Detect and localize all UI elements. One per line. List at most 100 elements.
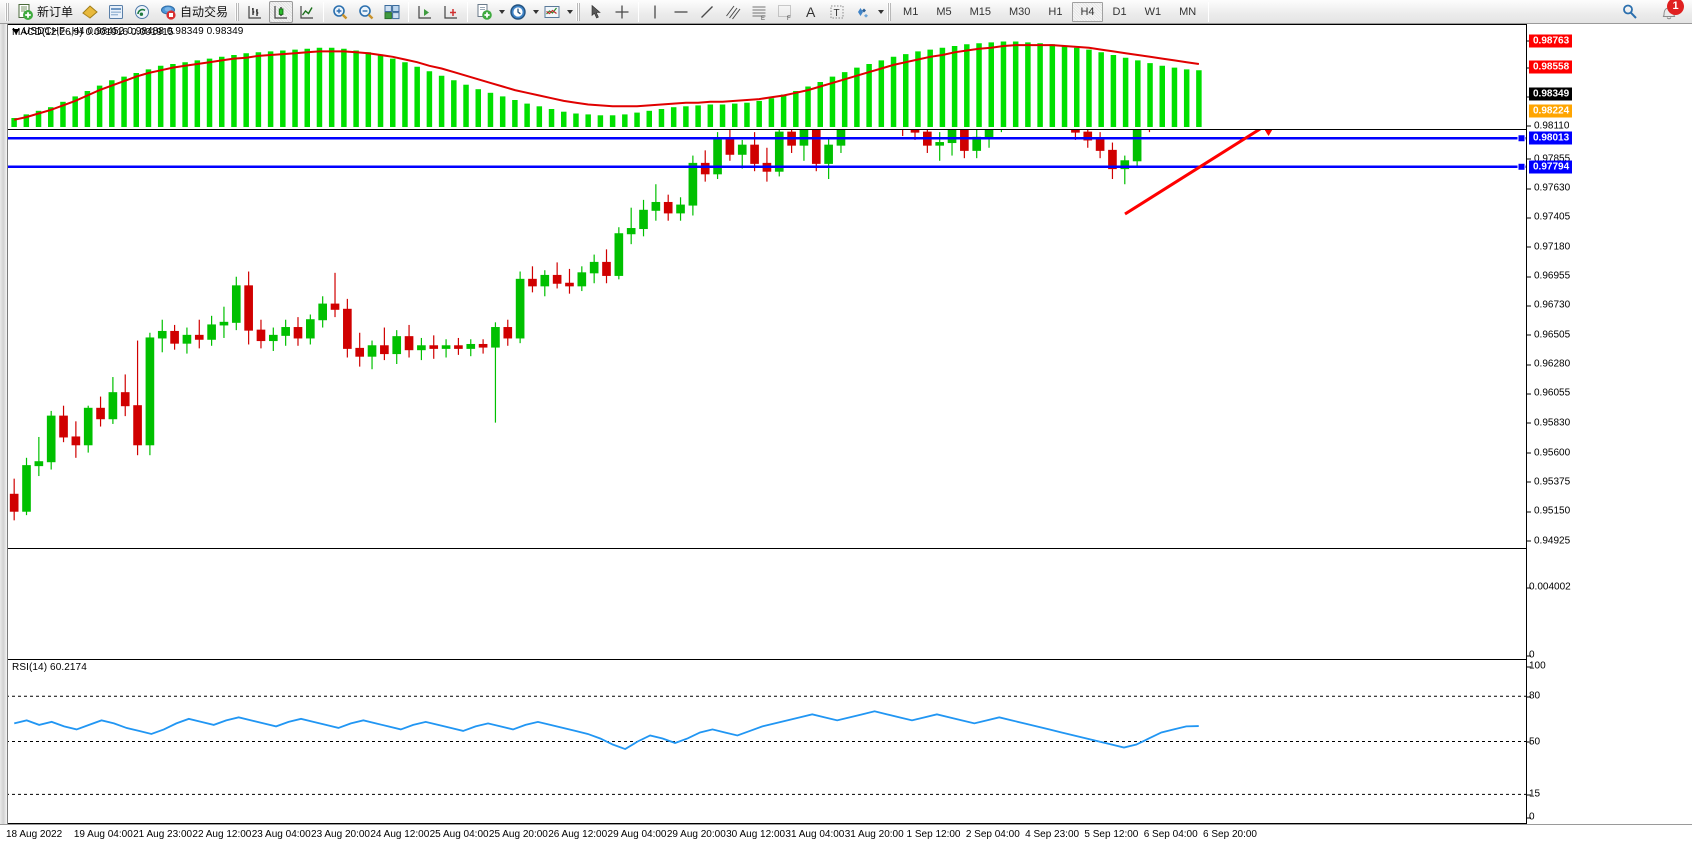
indicators-dropdown-caret[interactable]	[567, 9, 574, 14]
price-tick: 0.96280	[1527, 359, 1570, 370]
time-tick: 25 Aug 20:00	[488, 829, 548, 840]
toolbar-separator-3	[467, 1, 469, 22]
navigator-button[interactable]	[130, 1, 154, 23]
auto-scroll-button[interactable]	[439, 1, 463, 23]
time-tick: 30 Aug 12:00	[726, 829, 786, 840]
vline-icon[interactable]	[643, 1, 667, 23]
new-order-button[interactable]: 新订单	[13, 1, 76, 23]
toolbar-right-group: 1	[1616, 0, 1692, 23]
time-tick: 1 Sep 12:00	[906, 829, 961, 840]
rsi-label: RSI(14) 60.2174	[12, 662, 87, 673]
toolbar-grip-2[interactable]	[235, 2, 240, 21]
toolbar-grip-4[interactable]	[887, 2, 892, 21]
autotrading-button[interactable]: 自动交易	[156, 1, 231, 23]
axis-border	[1526, 24, 1527, 824]
toolbar-separator-1	[323, 1, 325, 22]
new-chart-button[interactable]	[472, 1, 496, 23]
time-tick: 22 Aug 12:00	[192, 829, 252, 840]
rsi-level-label: 80	[1527, 690, 1541, 702]
timeframe-w1[interactable]: W1	[1144, 5, 1162, 18]
candlestick-chart-button[interactable]	[269, 0, 294, 23]
timeframe-m30[interactable]: M30	[1009, 5, 1031, 18]
rsi-level-label: 50	[1527, 736, 1541, 747]
trend-arrow[interactable]	[0, 24, 1526, 549]
search-icon[interactable]	[1617, 1, 1643, 23]
timeframe-group: M1 M5 M15 M30 H1 H4 D1 W1 MN	[894, 1, 1205, 22]
price-label-support-1[interactable]: 0.98013	[1529, 131, 1573, 145]
time-tick: 21 Aug 23:00	[133, 829, 193, 840]
expert-advisors-button[interactable]	[78, 1, 102, 23]
tile-windows-button[interactable]	[380, 1, 404, 23]
rsi-pane[interactable]: RSI(14) 60.2174	[0, 659, 1526, 824]
svg-text:E: E	[761, 16, 765, 21]
macd-series	[11, 41, 1202, 127]
rsi-series	[0, 695, 1526, 795]
macd-scale-min: 0	[1527, 649, 1535, 661]
time-tick: 25 Aug 04:00	[429, 829, 489, 840]
zoom-in-button[interactable]	[328, 1, 352, 23]
notification-badge: 1	[1667, 0, 1684, 15]
collapse-arrow-icon[interactable]	[12, 28, 20, 34]
toolbar-grip-3[interactable]	[576, 2, 581, 21]
timeframe-d1[interactable]: D1	[1112, 5, 1127, 18]
timeframe-m15[interactable]: M15	[969, 5, 991, 18]
toolbar-grip[interactable]	[5, 2, 9, 21]
indicators-button[interactable]	[540, 1, 564, 23]
toolbar-filler	[1212, 1, 1616, 23]
main-toolbar: 新订单 自动交易	[0, 0, 1692, 24]
time-tick: 31 Aug 20:00	[844, 829, 904, 840]
price-tick: 0.97180	[1527, 241, 1570, 252]
timeframe-mn[interactable]: MN	[1179, 5, 1197, 18]
text-label-icon[interactable]: T	[825, 1, 849, 23]
grid-icon[interactable]: F	[773, 1, 797, 23]
price-tick: 0.96730	[1527, 300, 1570, 311]
price-tick: 0.96955	[1527, 271, 1570, 282]
price-label-current-price[interactable]: 0.98349	[1529, 87, 1573, 101]
time-axis[interactable]: 18 Aug 2022 19 Aug 04:00 21 Aug 23:00 22 Au…	[0, 824, 1692, 847]
timeframe-m1[interactable]: M1	[903, 5, 919, 18]
toolbar-separator-4	[638, 1, 640, 22]
price-label-resistance-1[interactable]: 0.98558	[1529, 60, 1573, 74]
macd-pane[interactable]: MACD(12,26,9) 0.001916 0.001915	[0, 24, 1526, 130]
time-tick: 2 Sep 04:00	[965, 829, 1020, 840]
price-tick: 0.95830	[1527, 417, 1570, 428]
fibonacci-icon[interactable]: E	[747, 1, 771, 23]
shapes-dropdown-caret[interactable]	[878, 9, 885, 14]
price-tick: 0.96505	[1527, 329, 1570, 340]
period-button[interactable]	[506, 1, 530, 23]
trendline-icon[interactable]	[695, 1, 719, 23]
crosshair-icon[interactable]	[610, 1, 634, 23]
shapes-icon[interactable]	[851, 1, 875, 23]
price-axis[interactable]: 0.987630.985580.983330.981100.978550.976…	[1527, 24, 1692, 824]
chart-shift-button[interactable]	[413, 1, 437, 23]
time-tick: 19 Aug 04:00	[73, 829, 133, 840]
timeframe-h4[interactable]: H4	[1072, 1, 1103, 22]
chart-workspace[interactable]: USDCHF-,H4 0.98452 0.98488 0.98349 0.983…	[0, 24, 1692, 847]
price-label-support-2[interactable]: 0.97794	[1529, 160, 1573, 174]
svg-text:A: A	[806, 4, 816, 20]
new-chart-dropdown-caret[interactable]	[499, 9, 506, 14]
svg-text:F: F	[787, 16, 791, 21]
time-tick: 23 Aug 04:00	[251, 829, 311, 840]
notification-bell-icon[interactable]: 1	[1655, 0, 1684, 23]
price-tick: 0.95600	[1527, 447, 1570, 458]
data-window-button[interactable]	[104, 1, 128, 23]
bar-chart-button[interactable]	[243, 1, 267, 23]
autotrading-label: 自动交易	[180, 5, 229, 19]
price-label-resistance-2[interactable]: 0.98763	[1529, 34, 1573, 48]
macd-label: MACD(12,26,9) 0.001916 0.001915	[12, 27, 174, 38]
time-tick: 4 Sep 23:00	[1025, 829, 1080, 840]
time-tick: 26 Aug 12:00	[548, 829, 608, 840]
cursor-icon[interactable]	[584, 1, 608, 23]
zoom-out-button[interactable]	[354, 1, 378, 23]
price-label-pivot[interactable]: 0.98224	[1529, 104, 1573, 118]
equidistant-channel-icon[interactable]	[721, 1, 745, 23]
timeframe-h1[interactable]: H1	[1048, 5, 1063, 18]
period-dropdown-caret[interactable]	[533, 9, 540, 14]
line-chart-button[interactable]	[295, 1, 319, 23]
time-tick: 23 Aug 20:00	[311, 829, 370, 840]
price-tick: 0.95150	[1527, 506, 1570, 517]
timeframe-m5[interactable]: M5	[936, 5, 952, 18]
text-icon[interactable]: A	[799, 1, 823, 23]
hline-icon[interactable]	[669, 1, 693, 23]
